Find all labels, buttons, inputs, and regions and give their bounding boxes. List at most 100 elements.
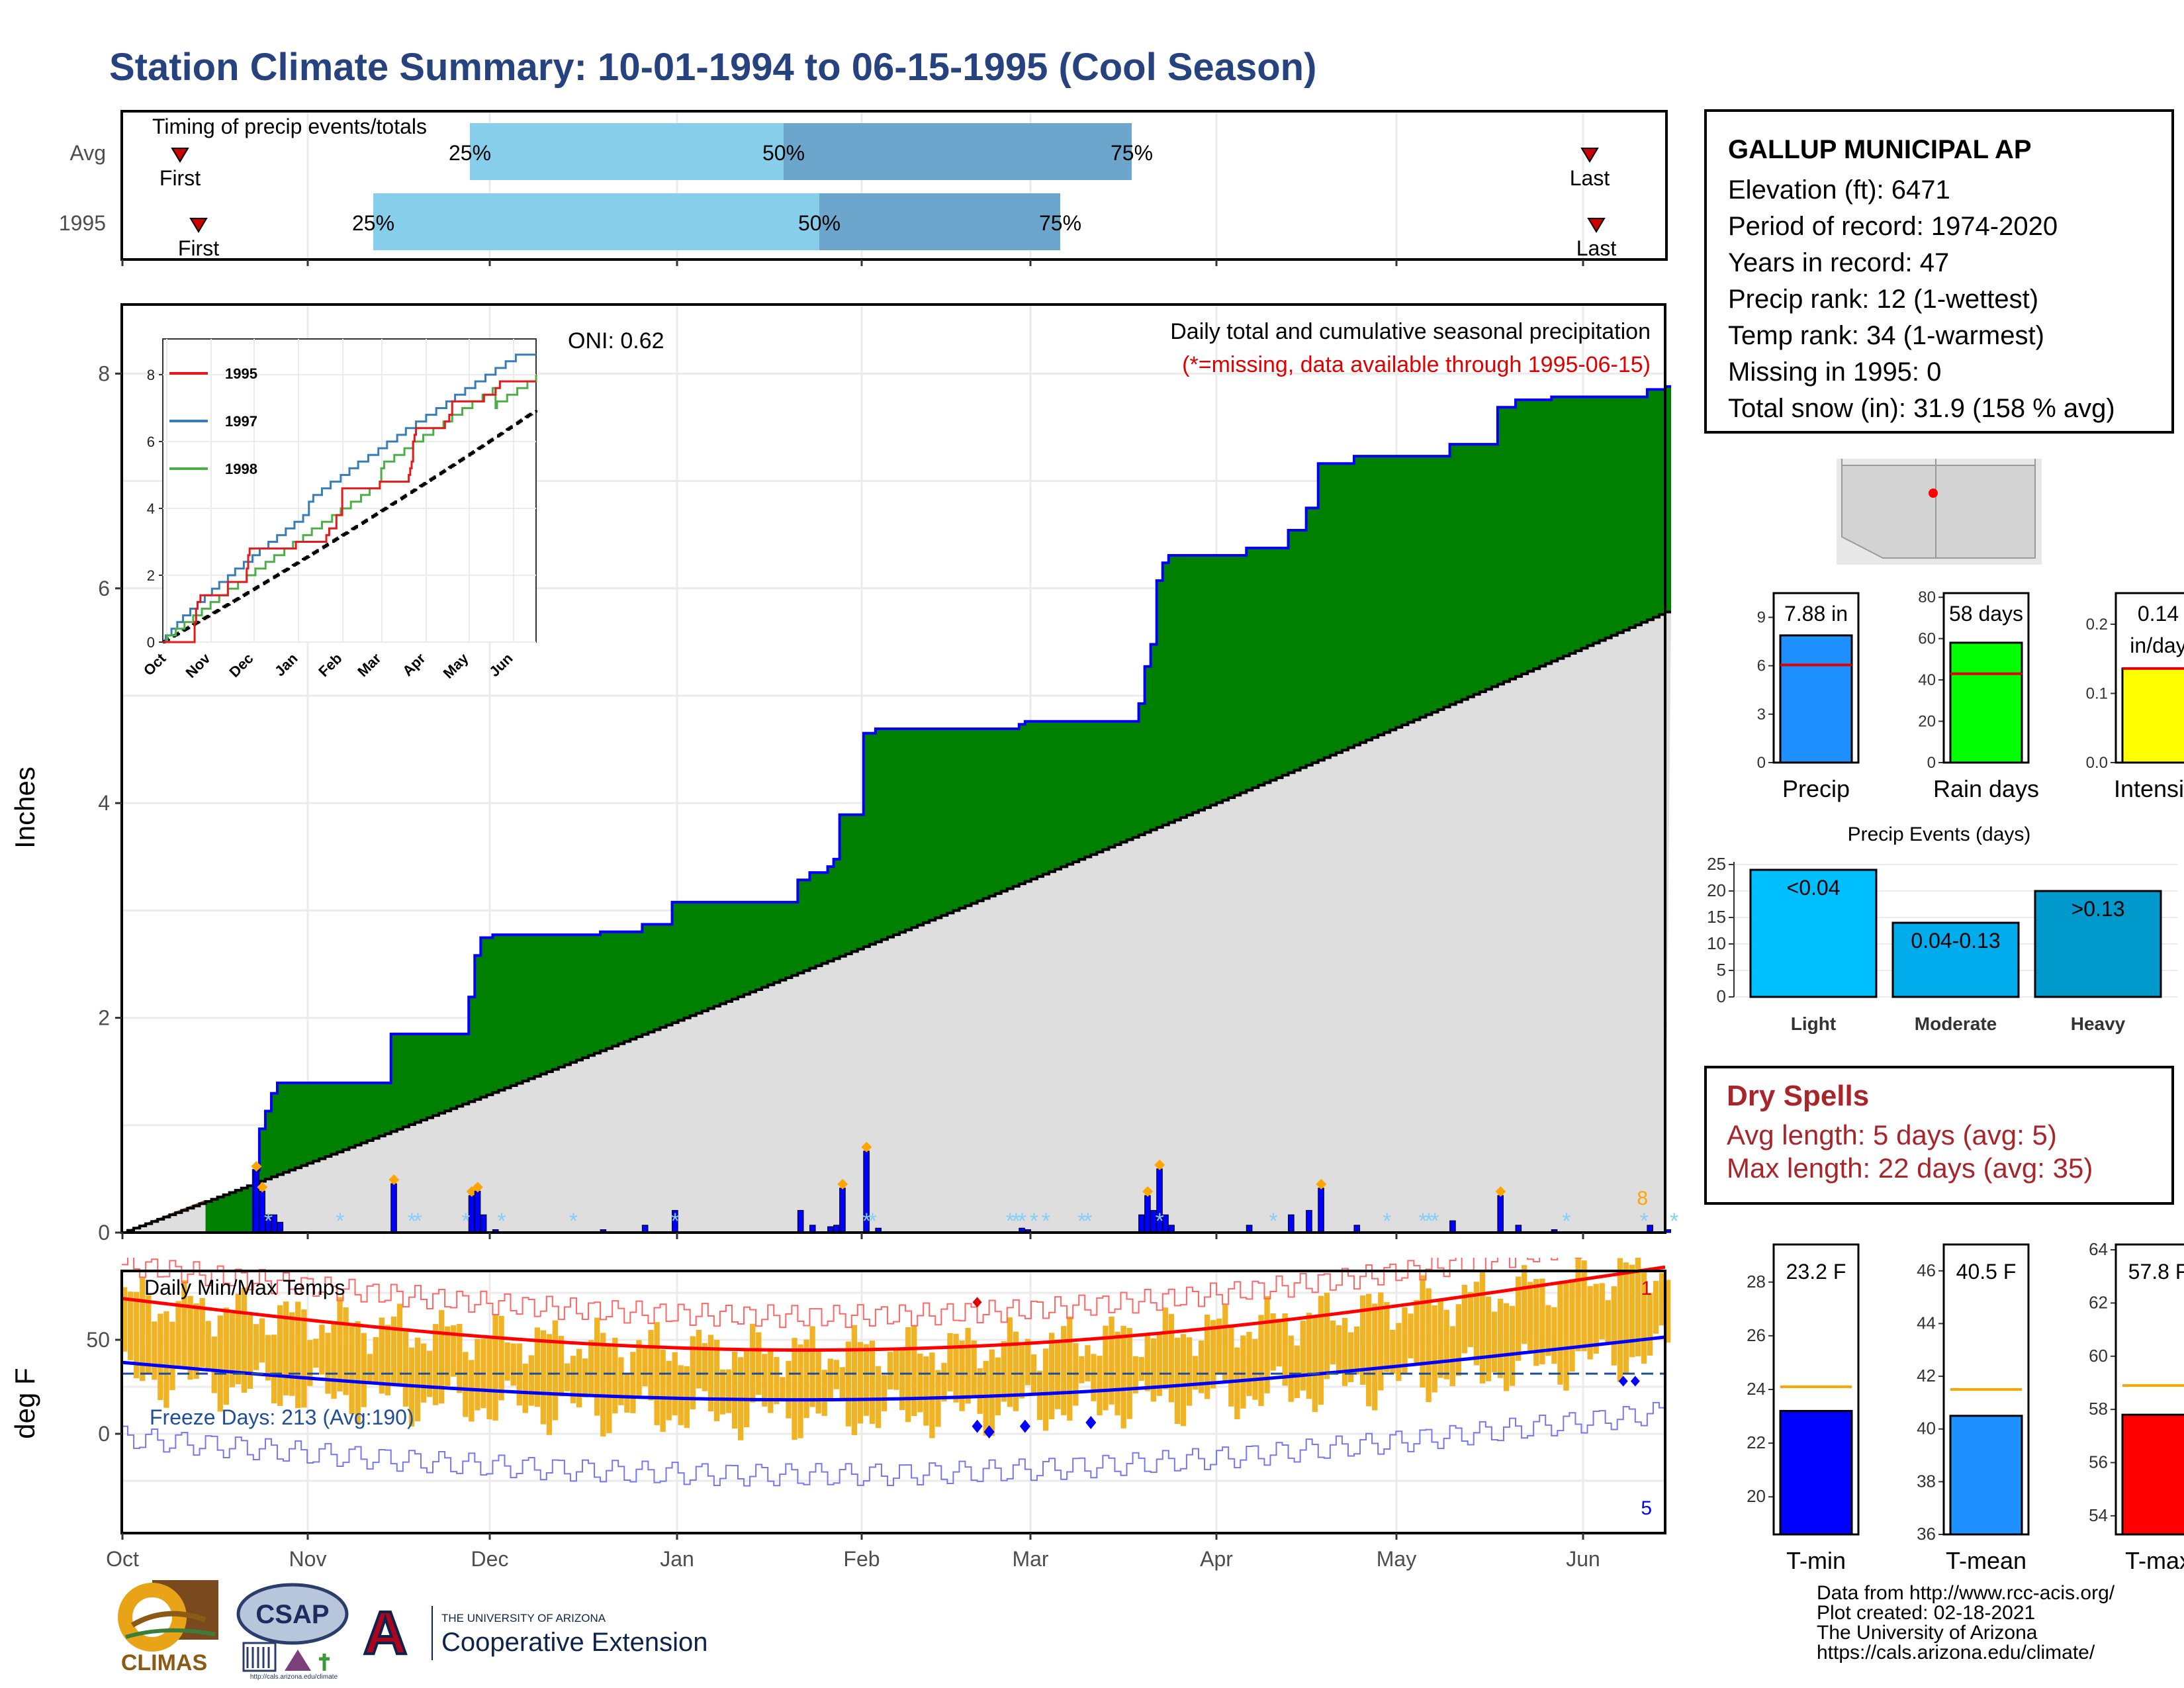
daily-temp-bar <box>140 1277 146 1382</box>
daily-precip-bar <box>839 1188 846 1233</box>
daily-temp-bar <box>911 1326 917 1417</box>
temp-count-top: 1 <box>1641 1278 1652 1299</box>
daily-temp-bar <box>122 1287 128 1352</box>
daily-temp-bar <box>1378 1292 1384 1391</box>
snow-day-marker: * <box>1424 1209 1433 1234</box>
daily-temp-bar <box>1420 1275 1426 1388</box>
daily-temp-bar <box>1641 1269 1647 1364</box>
daily-temp-bar <box>1270 1313 1276 1371</box>
temp-bar-y-tick-label: 26 <box>1747 1325 1766 1345</box>
average-cumulative-line <box>122 610 1672 1234</box>
daily-temp-bar <box>146 1295 152 1374</box>
timing-avg-last-marker <box>1580 148 1599 163</box>
daily-temp-bar <box>504 1342 510 1381</box>
daily-temp-bar <box>845 1341 852 1427</box>
daily-temp-bar <box>1396 1323 1402 1382</box>
daily-temp-bar <box>725 1369 732 1413</box>
daily-temp-bar <box>1103 1325 1109 1411</box>
daily-temp-bar <box>600 1333 606 1437</box>
daily-temp-bar <box>313 1338 319 1368</box>
snow-day-marker: * <box>1012 1209 1021 1234</box>
daily-temp-bar <box>463 1352 469 1417</box>
daily-temp-bar <box>821 1370 827 1417</box>
daily-precip-bar <box>1318 1188 1324 1233</box>
temp-bar-y-tick-label: 46 <box>1917 1260 1936 1280</box>
daily-temp-bar <box>1527 1282 1533 1352</box>
daily-temp-bar <box>582 1358 588 1397</box>
snow-day-marker: * <box>1418 1209 1427 1234</box>
mini-y-tick-label: 20 <box>1918 713 1936 731</box>
daily-temp-bar <box>917 1353 923 1413</box>
temp-y-tick-label: 0 <box>98 1422 110 1446</box>
record-low-marker <box>1630 1376 1640 1387</box>
temp-bar-y-tick-label: 58 <box>2089 1399 2108 1419</box>
events-y-tick-label: 15 <box>1707 907 1726 927</box>
daily-temp-bar <box>265 1335 271 1381</box>
daily-temp-bar <box>1228 1325 1234 1407</box>
temp-y-tick-label: 50 <box>86 1328 110 1352</box>
daily-temp-bar <box>1485 1296 1492 1382</box>
inset-legend-label: 1995 <box>225 365 257 382</box>
daily-temp-bar <box>977 1368 983 1414</box>
daily-temp-bar <box>271 1335 277 1404</box>
daily-temp-bar <box>1384 1301 1390 1372</box>
station-elevation: Elevation (ft): 6471 <box>1728 175 1950 205</box>
daily-temp-bar <box>1342 1317 1348 1386</box>
map-new-mexico <box>1935 465 2036 559</box>
daily-temp-bar <box>953 1333 959 1403</box>
daily-temp-bar <box>277 1305 283 1406</box>
snow-day-marker: * <box>1042 1209 1050 1234</box>
daily-temp-bar <box>887 1352 893 1389</box>
timing-avg-box-50-75 <box>784 123 1132 180</box>
daily-temp-bar <box>349 1326 355 1415</box>
daily-temp-bar <box>923 1356 929 1426</box>
daily-temp-bar <box>959 1340 965 1411</box>
timing-avg-first: First <box>159 166 201 190</box>
daily-temp-bar <box>618 1357 624 1405</box>
temp-bar-label: T-max <box>2125 1547 2184 1574</box>
dry-spells-max: Max length: 22 days (avg: 35) <box>1727 1152 2093 1184</box>
timing-1995-p75: 75% <box>1039 211 1081 235</box>
daily-temp-bar <box>636 1340 642 1397</box>
daily-temp-bar <box>750 1323 756 1403</box>
daily-temp-bar <box>815 1348 821 1414</box>
extreme-precip-marker <box>251 1160 262 1172</box>
station-info-panel: GALLUP MUNICIPAL AP Elevation (ft): 6471… <box>1704 109 2174 434</box>
daily-temp-bar <box>594 1317 600 1416</box>
daily-temp-bar <box>187 1295 193 1380</box>
snow-day-marker: * <box>670 1209 679 1234</box>
csap-logo: CSAP http://cals.arizona.edu/climate <box>232 1581 351 1681</box>
mini-bar-panel-intensity: 0.0 0.1 0.2 0.14 in/day Intensity <box>2086 592 2184 802</box>
temp-bar-y-tick-label: 36 <box>1917 1524 1936 1544</box>
temp-bar-y-tick-label: 20 <box>1747 1486 1766 1506</box>
daily-temp-bar <box>786 1360 792 1419</box>
precip-chart: Inches * * ** * * * * ** *** * * ** * * * ** * *** 02468 … <box>9 303 1678 1244</box>
daily-temp-bar <box>546 1334 553 1435</box>
daily-temp-bar <box>152 1321 158 1380</box>
temp-bar-y-tick-label: 40 <box>1917 1419 1936 1438</box>
daily-temp-bar <box>809 1326 815 1407</box>
daily-temp-bar <box>857 1342 864 1424</box>
daily-temp-bar <box>666 1360 672 1421</box>
extreme-precip-marker <box>861 1141 872 1152</box>
temp-bar-y-tick-label: 60 <box>2089 1346 2108 1366</box>
mini-y-tick-label: 40 <box>1918 671 1936 689</box>
daily-temp-bar <box>402 1328 409 1407</box>
events-y-tick-label: 5 <box>1717 960 1726 980</box>
daily-temp-bar <box>863 1344 870 1416</box>
snow-day-marker: * <box>868 1209 877 1234</box>
mini-bar-label: Rain days <box>1933 775 2039 802</box>
snow-day-marker: * <box>1269 1209 1277 1234</box>
daily-precip-bar <box>1138 1214 1145 1233</box>
extreme-precip-marker <box>1142 1186 1154 1197</box>
mini-y-tick-label: 0.0 <box>2086 754 2108 772</box>
dry-spells-avg: Avg length: 5 days (avg: 5) <box>1727 1119 2057 1150</box>
daily-temp-bar <box>1067 1316 1073 1421</box>
precip-y-tick-label: 2 <box>98 1006 110 1030</box>
daily-temp-bar <box>774 1356 780 1405</box>
mini-value-bar <box>1949 641 2023 764</box>
daily-temp-bar <box>1132 1356 1138 1393</box>
precip-event-bar-value: >0.13 <box>2071 897 2125 921</box>
temp-bar-plot-frame <box>1942 1243 2030 1536</box>
temp-value-bar <box>1949 1415 2023 1536</box>
